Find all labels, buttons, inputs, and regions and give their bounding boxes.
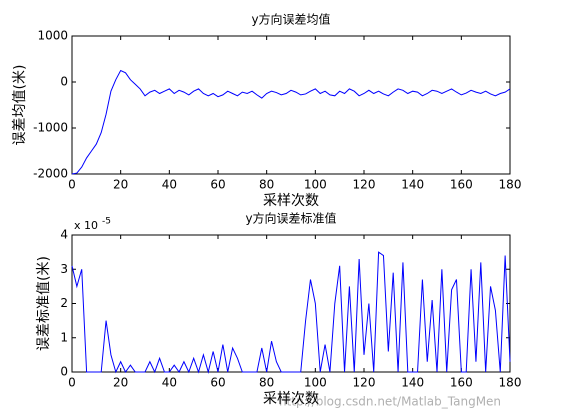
x-tick-label: 40	[162, 376, 177, 390]
x-axis-label: 采样次数	[263, 193, 319, 209]
y-tick-label: 0	[60, 75, 68, 89]
x-tick-label: 20	[113, 178, 128, 192]
x-tick-label: 160	[450, 178, 473, 192]
x-tick-label: 100	[304, 178, 327, 192]
x-tick-label: 80	[259, 178, 274, 192]
x-tick-label: 20	[113, 376, 128, 390]
y-tick-label: 4	[60, 228, 68, 242]
x-tick-label: 60	[210, 178, 225, 192]
x-tick-label: 60	[210, 376, 225, 390]
x-axis-label: 采样次数	[263, 391, 319, 407]
axes-box	[71, 234, 511, 373]
x-tick-label: 100	[304, 376, 327, 390]
x-tick-label: 160	[450, 376, 473, 390]
exponent: -5	[102, 217, 111, 227]
x-tick-label: 140	[401, 178, 424, 192]
y-tick-label: 3	[60, 262, 68, 276]
y-axis-label: 误差标准值(米)	[36, 256, 52, 351]
x-tick-label: 120	[353, 178, 376, 192]
y-tick-label: -2000	[33, 167, 68, 181]
data-line	[71, 251, 511, 374]
x-tick-label: 80	[259, 376, 274, 390]
x-tick-label: 40	[162, 178, 177, 192]
chart-title: y方向误差标准值	[245, 211, 336, 226]
x-tick-label: 120	[353, 376, 376, 390]
data-line	[71, 69, 511, 175]
y-tick-label: 1	[60, 330, 68, 344]
y-tick-label: 1000	[37, 29, 68, 43]
x-tick-label: 140	[401, 376, 424, 390]
x-tick-label: 0	[68, 178, 76, 192]
watermark: http://blog.csdn.net/Matlab_TangMen	[279, 395, 501, 409]
y-tick-label: 2	[60, 296, 68, 310]
y-axis-label: 误差均值(米)	[12, 65, 28, 146]
x-tick-label: 180	[499, 178, 522, 192]
axes-box	[71, 35, 511, 175]
chart-title: y方向误差均值	[251, 12, 330, 27]
x-tick-label: 0	[68, 376, 76, 390]
y-tick-label: 0	[60, 365, 68, 379]
y-tick-label: -1000	[33, 121, 68, 135]
x-tick-label: 180	[499, 376, 522, 390]
exponent-base: x 10	[74, 219, 98, 232]
